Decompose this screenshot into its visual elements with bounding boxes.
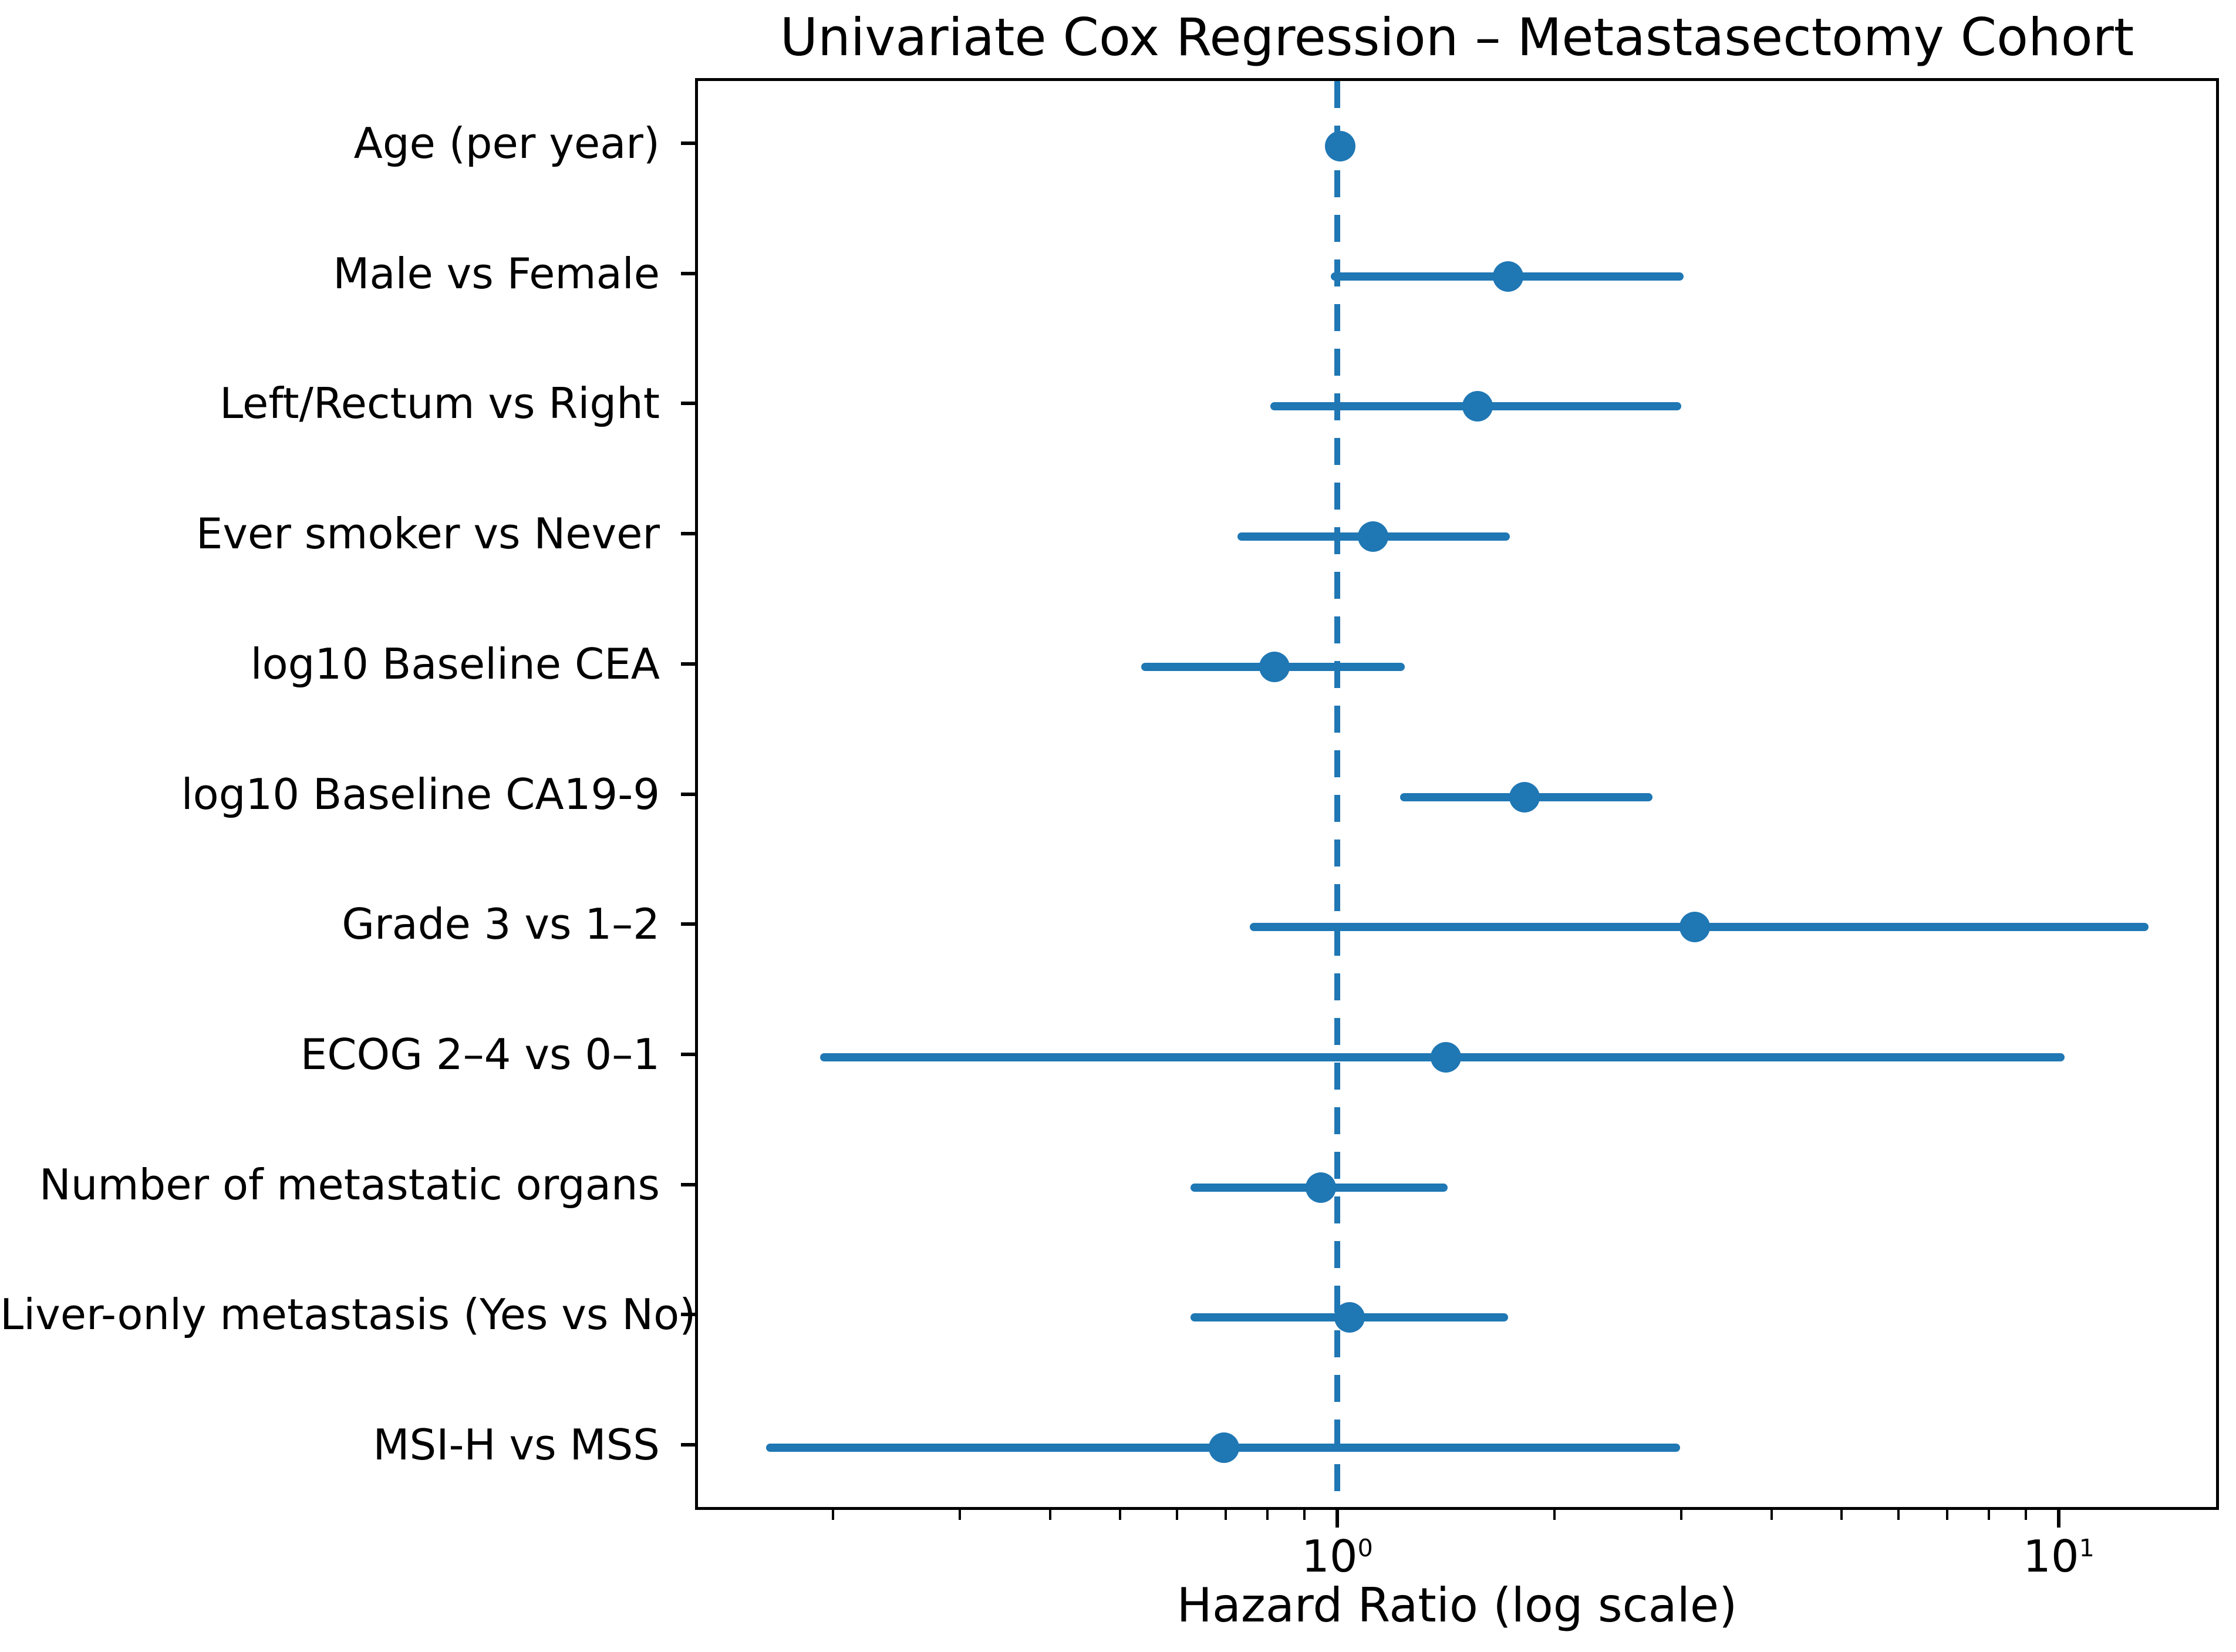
x-axis-tick-label: 100 <box>1301 1530 1373 1582</box>
y-category-label: Ever smoker vs Never <box>195 509 660 559</box>
hazard-ratio-point <box>1430 1041 1461 1073</box>
x-axis-minor-tick <box>1897 1510 1900 1520</box>
y-axis-tick <box>681 1052 695 1056</box>
x-axis-minor-tick <box>1553 1510 1556 1520</box>
x-axis-minor-tick <box>1840 1510 1843 1520</box>
hazard-ratio-point <box>1357 521 1388 552</box>
reference-line-hr1 <box>1334 81 1340 1507</box>
y-category-label: Liver-only metastasis (Yes vs No) <box>0 1290 696 1340</box>
x-axis-major-tick <box>1335 1510 1339 1528</box>
x-axis-minor-tick <box>1945 1510 1948 1520</box>
hazard-ratio-point <box>1259 651 1290 682</box>
y-axis-tick <box>681 532 695 536</box>
y-axis-tick <box>681 1313 695 1317</box>
hazard-ratio-point <box>1679 912 1710 943</box>
y-axis-tick <box>681 271 695 275</box>
hazard-ratio-point <box>1509 781 1540 812</box>
hazard-ratio-point <box>1305 1172 1336 1203</box>
x-axis-tick-label: 101 <box>2023 1530 2095 1582</box>
y-axis-tick <box>681 1443 695 1447</box>
x-axis-minor-tick <box>1176 1510 1179 1520</box>
hazard-ratio-point <box>1462 391 1493 422</box>
hazard-ratio-point <box>1334 1302 1365 1333</box>
y-category-label: log10 Baseline CA19-9 <box>181 769 660 819</box>
y-axis-tick <box>681 792 695 796</box>
y-category-label: Left/Rectum vs Right <box>220 379 660 429</box>
x-axis-minor-tick <box>1770 1510 1773 1520</box>
hazard-ratio-point <box>1493 261 1524 292</box>
x-axis-minor-tick <box>1987 1510 1990 1520</box>
x-axis-minor-tick <box>1048 1510 1051 1520</box>
x-axis-minor-tick <box>1119 1510 1122 1520</box>
x-axis-minor-tick <box>1266 1510 1269 1520</box>
y-axis-tick <box>681 662 695 666</box>
x-axis-minor-tick <box>1224 1510 1227 1520</box>
y-category-label: Number of metastatic organs <box>39 1159 660 1209</box>
y-axis-tick <box>681 141 695 145</box>
x-axis-minor-tick <box>1680 1510 1683 1520</box>
hazard-ratio-point <box>1208 1432 1239 1464</box>
chart-title: Univariate Cox Regression – Metastasecto… <box>780 7 2134 68</box>
y-category-label: Male vs Female <box>333 248 660 298</box>
x-axis-minor-tick <box>2024 1510 2027 1520</box>
x-axis-minor-tick <box>959 1510 962 1520</box>
x-axis-label: Hazard Ratio (log scale) <box>1176 1578 1738 1633</box>
y-category-label: ECOG 2–4 vs 0–1 <box>300 1029 660 1079</box>
plot-area <box>695 78 2219 1510</box>
y-category-label: Age (per year) <box>353 118 660 168</box>
y-axis-tick <box>681 1182 695 1186</box>
y-category-label: Grade 3 vs 1–2 <box>342 899 660 949</box>
hazard-ratio-point <box>1325 130 1355 161</box>
x-axis-minor-tick <box>1303 1510 1306 1520</box>
y-category-label: MSI-H vs MSS <box>373 1420 660 1470</box>
y-category-label: log10 Baseline CEA <box>250 639 660 689</box>
y-axis-tick <box>681 402 695 406</box>
x-axis-minor-tick <box>831 1510 834 1520</box>
x-axis-major-tick <box>2057 1510 2060 1528</box>
y-axis-tick <box>681 922 695 926</box>
